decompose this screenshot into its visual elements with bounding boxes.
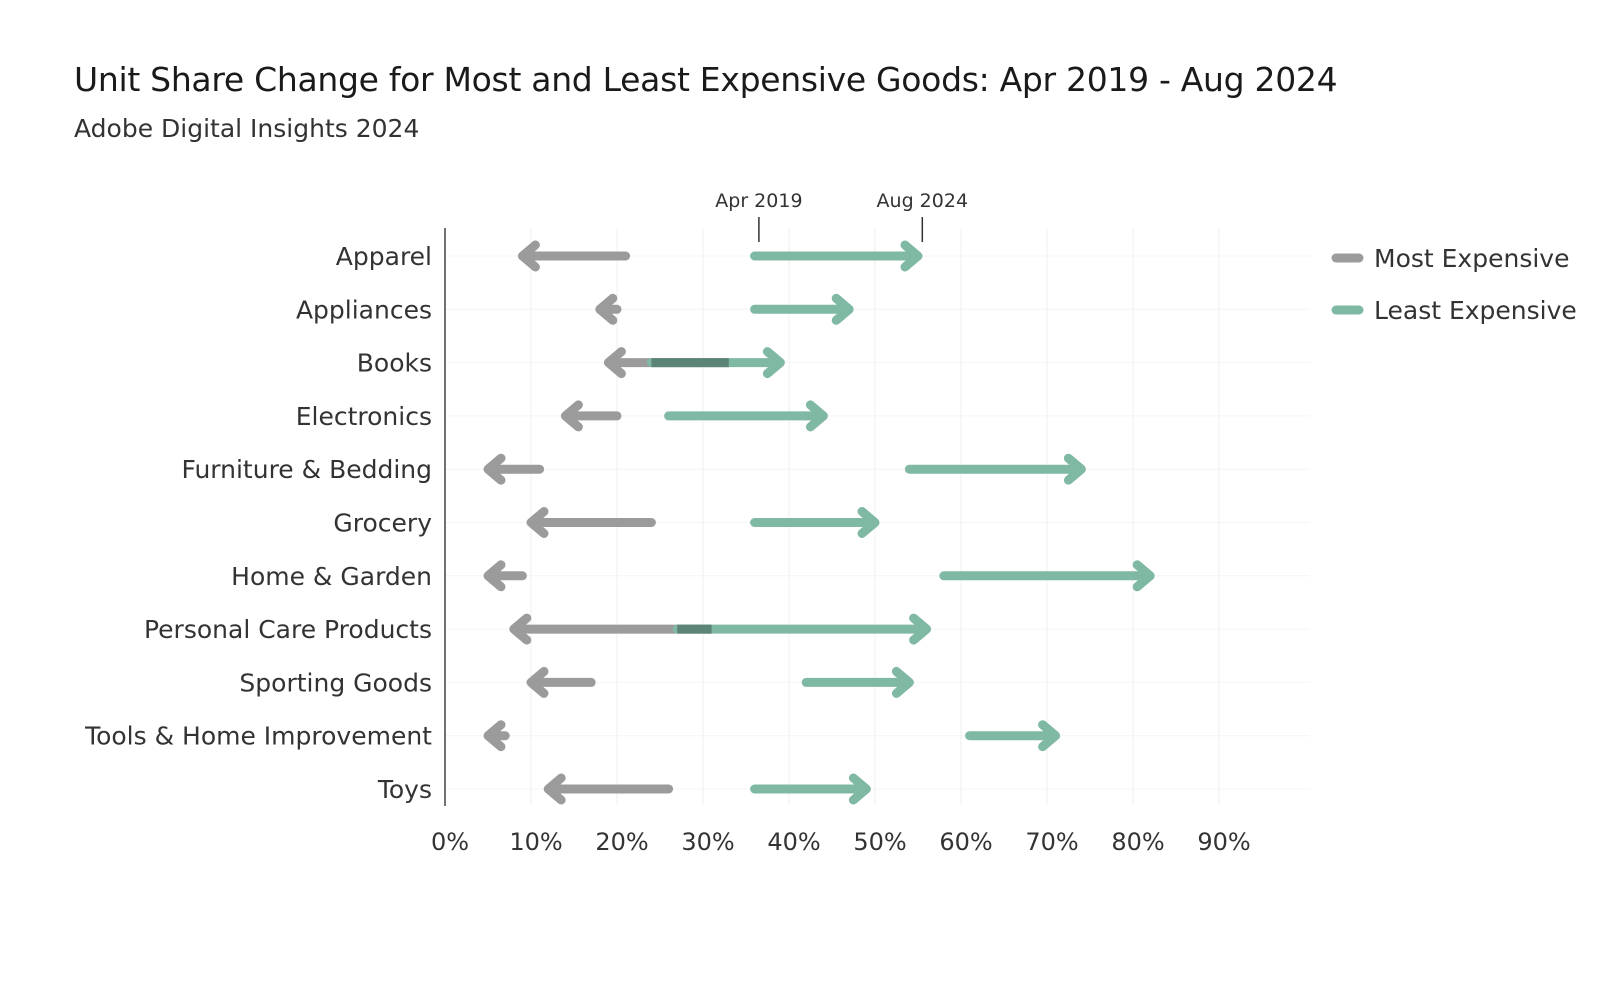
least-expensive-arrow-head [909,613,932,645]
most-expensive-arrow-head [526,507,549,538]
least-expensive-arrow-head [1038,720,1061,752]
most-expensive-arrow [483,453,545,485]
most-expensive-arrow-head [483,453,506,485]
most-expensive-arrow [517,240,631,272]
most-expensive-arrow-head [517,240,540,272]
y-tick-label: Grocery [333,509,432,538]
most-expensive-arrow [526,507,656,538]
least-expensive-arrow-head [1063,453,1086,485]
least-expensive-arrow [801,666,914,698]
least-expensive-arrow-head [762,347,785,379]
x-tick-label: 40% [767,828,820,856]
y-tick-label: Personal Care Products [144,615,432,644]
most-expensive-arrow-head [543,773,566,805]
legend-label: Most Expensive [1374,244,1569,273]
least-expensive-arrow [750,293,854,325]
x-tick-label: 80% [1111,828,1164,856]
x-tick-label: 0% [431,828,469,856]
least-expensive-arrow-head [831,293,854,325]
most-expensive-arrow [483,560,527,592]
least-expensive-arrow [750,240,923,272]
x-tick-label: 70% [1025,828,1078,856]
period-annotation-label: Aug 2024 [877,190,969,212]
y-tick-label: Books [357,349,432,378]
y-tick-label: Tools & Home Improvement [84,722,432,751]
most-expensive-arrow-head [603,347,626,379]
most-expensive-arrow-head [560,400,583,432]
y-tick-label: Furniture & Bedding [181,455,432,484]
most-expensive-arrow [595,293,622,325]
y-tick-label: Home & Garden [231,562,432,591]
most-expensive-arrow-head [526,666,549,698]
least-expensive-arrow [965,720,1061,752]
x-tick-label: 90% [1197,828,1250,856]
least-expensive-arrow [664,400,828,432]
least-expensive-arrow-head [891,666,914,698]
y-tick-label: Appliances [296,295,432,324]
y-tick-label: Apparel [336,242,432,271]
least-expensive-arrow-head [848,773,871,805]
least-expensive-arrow [939,560,1155,592]
chart-subtitle: Adobe Digital Insights 2024 [74,114,420,143]
x-tick-label: 10% [509,828,562,856]
y-tick-label: Toys [377,775,432,804]
x-tick-label: 20% [595,828,648,856]
legend-label: Least Expensive [1374,296,1577,325]
y-tick-label: Sporting Goods [239,668,432,697]
most-expensive-arrow [543,773,674,805]
least-expensive-arrow [904,453,1086,485]
least-expensive-arrow-head [1132,560,1155,592]
least-expensive-arrow-head [857,507,880,538]
period-annotation-label: Apr 2019 [715,190,802,212]
most-expensive-arrow [560,400,622,432]
most-expensive-arrow [526,666,596,698]
most-expensive-arrow [483,720,510,752]
most-expensive-arrow-head [595,293,618,325]
least-expensive-arrow-head [805,400,828,432]
x-tick-label: 50% [853,828,906,856]
most-expensive-arrow-head [509,613,532,645]
y-tick-label: Electronics [296,402,432,431]
least-expensive-arrow-head [900,240,923,272]
least-expensive-arrow [672,613,932,645]
x-tick-label: 30% [681,828,734,856]
chart-title: Unit Share Change for Most and Least Exp… [74,60,1338,99]
least-expensive-arrow [750,773,871,805]
most-expensive-arrow-head [483,720,506,752]
x-tick-label: 60% [939,828,992,856]
most-expensive-arrow-head [483,560,506,592]
least-expensive-arrow [750,507,880,538]
